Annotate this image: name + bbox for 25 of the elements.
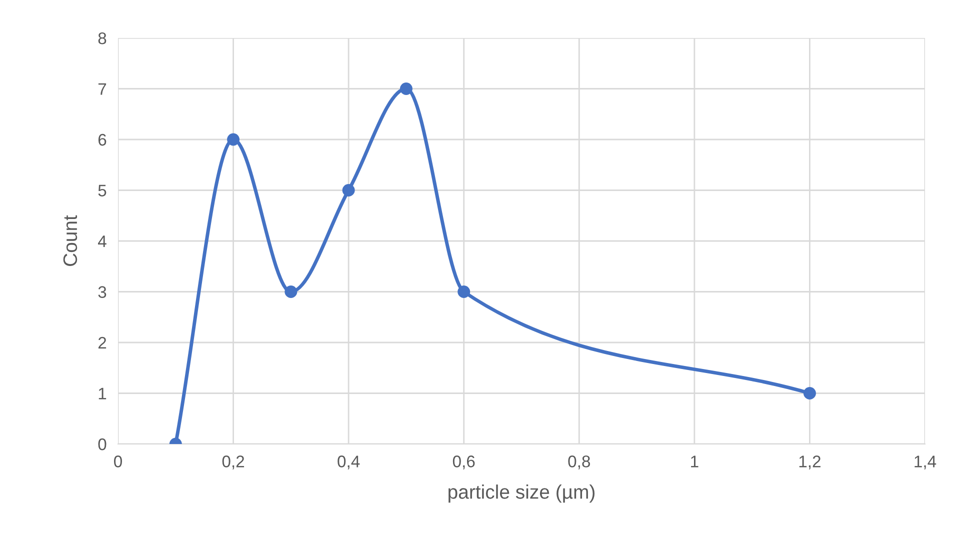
point: [803, 387, 816, 400]
x-tick-label: 0,4: [338, 456, 360, 470]
x-tick-label: 1,4: [914, 456, 936, 470]
y-tick-label: 3: [98, 286, 106, 298]
point: [400, 82, 412, 95]
y-tick-label: 2: [98, 336, 106, 349]
y-tick-label: 1: [98, 388, 106, 400]
point: [284, 286, 298, 298]
y-tick-label: 0: [98, 438, 106, 450]
x-tick-label: 1: [691, 456, 698, 468]
point: [458, 286, 470, 298]
x-tick-label: 1,2: [799, 456, 820, 470]
y-tick-label: 6: [98, 134, 106, 146]
y-tick-label: 4: [98, 236, 106, 248]
x-axis-title: particle size (µm): [448, 484, 595, 503]
y-tick-label: 7: [98, 83, 106, 95]
y-tick-label: 8: [98, 32, 106, 44]
x-tick-label: 0,6: [452, 456, 475, 470]
y-axis-title: Count: [63, 215, 78, 266]
point: [227, 133, 240, 146]
x-tick-label: 0,8: [568, 456, 590, 470]
x-tick-label: 0,2: [222, 456, 244, 470]
point: [342, 184, 355, 196]
x-tick-label: 0: [114, 456, 122, 468]
y-tick-label: 5: [98, 184, 106, 196]
